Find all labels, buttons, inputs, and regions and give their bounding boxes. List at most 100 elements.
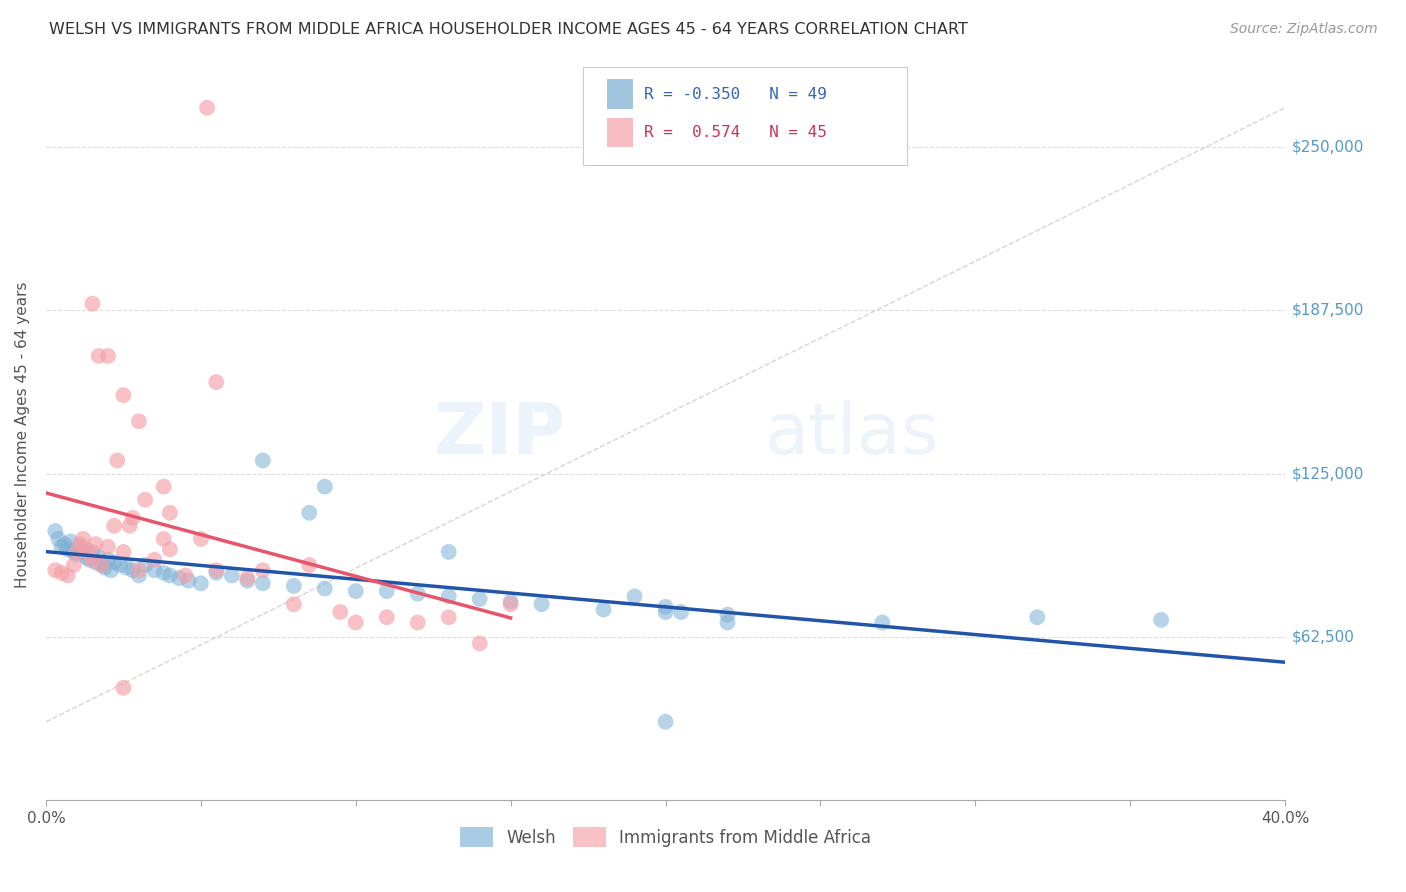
Point <box>103 518 125 533</box>
Point <box>112 545 135 559</box>
Text: WELSH VS IMMIGRANTS FROM MIDDLE AFRICA HOUSEHOLDER INCOME AGES 45 - 64 YEARS COR: WELSH VS IMMIGRANTS FROM MIDDLE AFRICA H… <box>49 22 969 37</box>
Point <box>592 602 614 616</box>
Point <box>97 349 120 363</box>
Point <box>118 518 141 533</box>
Point <box>499 594 522 608</box>
Point <box>205 375 228 389</box>
Point <box>283 579 305 593</box>
Point <box>468 636 491 650</box>
Point <box>63 545 86 559</box>
Point <box>406 615 429 630</box>
Point <box>69 540 91 554</box>
Point <box>1150 613 1173 627</box>
Point <box>84 537 107 551</box>
Point <box>437 590 460 604</box>
Point <box>159 506 181 520</box>
Point <box>72 542 94 557</box>
Point <box>344 615 367 630</box>
Point <box>128 414 150 428</box>
Point <box>205 563 228 577</box>
Point <box>252 453 274 467</box>
Point <box>63 558 86 572</box>
Point <box>252 563 274 577</box>
Point <box>134 492 156 507</box>
Legend: Welsh, Immigrants from Middle Africa: Welsh, Immigrants from Middle Africa <box>453 821 877 854</box>
Point <box>499 597 522 611</box>
Point <box>128 568 150 582</box>
Point <box>100 563 122 577</box>
Point <box>221 568 243 582</box>
Point <box>82 296 104 310</box>
Point <box>115 560 138 574</box>
Point <box>75 550 97 565</box>
Point <box>174 568 197 582</box>
Point <box>66 548 89 562</box>
Point <box>283 597 305 611</box>
Point <box>110 558 132 572</box>
Point <box>669 605 692 619</box>
Point <box>87 349 110 363</box>
Point <box>90 558 112 572</box>
Point <box>72 532 94 546</box>
Point <box>190 532 212 546</box>
Point <box>314 582 336 596</box>
Text: ZIP: ZIP <box>434 400 567 469</box>
Point <box>97 540 120 554</box>
Point <box>59 534 82 549</box>
Point <box>44 524 66 538</box>
Point <box>87 550 110 565</box>
Point <box>121 563 143 577</box>
Point <box>66 545 89 559</box>
Point <box>195 101 218 115</box>
Point <box>56 542 79 557</box>
Point <box>128 563 150 577</box>
Point <box>236 574 259 588</box>
Point <box>48 532 70 546</box>
Point <box>236 571 259 585</box>
Text: R = -0.350   N = 49: R = -0.350 N = 49 <box>644 87 827 102</box>
Point <box>716 615 738 630</box>
Point <box>872 615 894 630</box>
Point <box>314 480 336 494</box>
Point <box>167 571 190 585</box>
Text: atlas: atlas <box>765 400 939 469</box>
Point <box>716 607 738 622</box>
Point <box>134 558 156 572</box>
Point <box>530 597 553 611</box>
Point <box>159 568 181 582</box>
Point <box>344 584 367 599</box>
Point <box>82 545 104 559</box>
Point <box>112 681 135 695</box>
Point <box>152 566 174 580</box>
Text: Source: ZipAtlas.com: Source: ZipAtlas.com <box>1230 22 1378 37</box>
Point <box>406 587 429 601</box>
Point <box>654 605 676 619</box>
Point <box>375 610 398 624</box>
Point <box>329 605 352 619</box>
Text: R =  0.574   N = 45: R = 0.574 N = 45 <box>644 125 827 140</box>
Point <box>152 480 174 494</box>
Point <box>205 566 228 580</box>
Point <box>90 558 112 572</box>
Point <box>56 568 79 582</box>
Point <box>51 566 73 580</box>
Point <box>44 563 66 577</box>
Point <box>105 453 128 467</box>
Point <box>143 553 166 567</box>
Point <box>75 542 97 557</box>
Point <box>112 388 135 402</box>
Point <box>190 576 212 591</box>
Text: $250,000: $250,000 <box>1291 139 1364 154</box>
Point <box>375 584 398 599</box>
Text: $187,500: $187,500 <box>1291 302 1364 318</box>
Point <box>103 555 125 569</box>
Y-axis label: Householder Income Ages 45 - 64 years: Householder Income Ages 45 - 64 years <box>15 281 30 588</box>
Point <box>298 506 321 520</box>
Point <box>82 553 104 567</box>
Text: $125,000: $125,000 <box>1291 466 1364 481</box>
Point <box>1026 610 1049 624</box>
Point <box>53 537 76 551</box>
Point <box>654 714 676 729</box>
Point <box>252 576 274 591</box>
Point <box>79 553 101 567</box>
